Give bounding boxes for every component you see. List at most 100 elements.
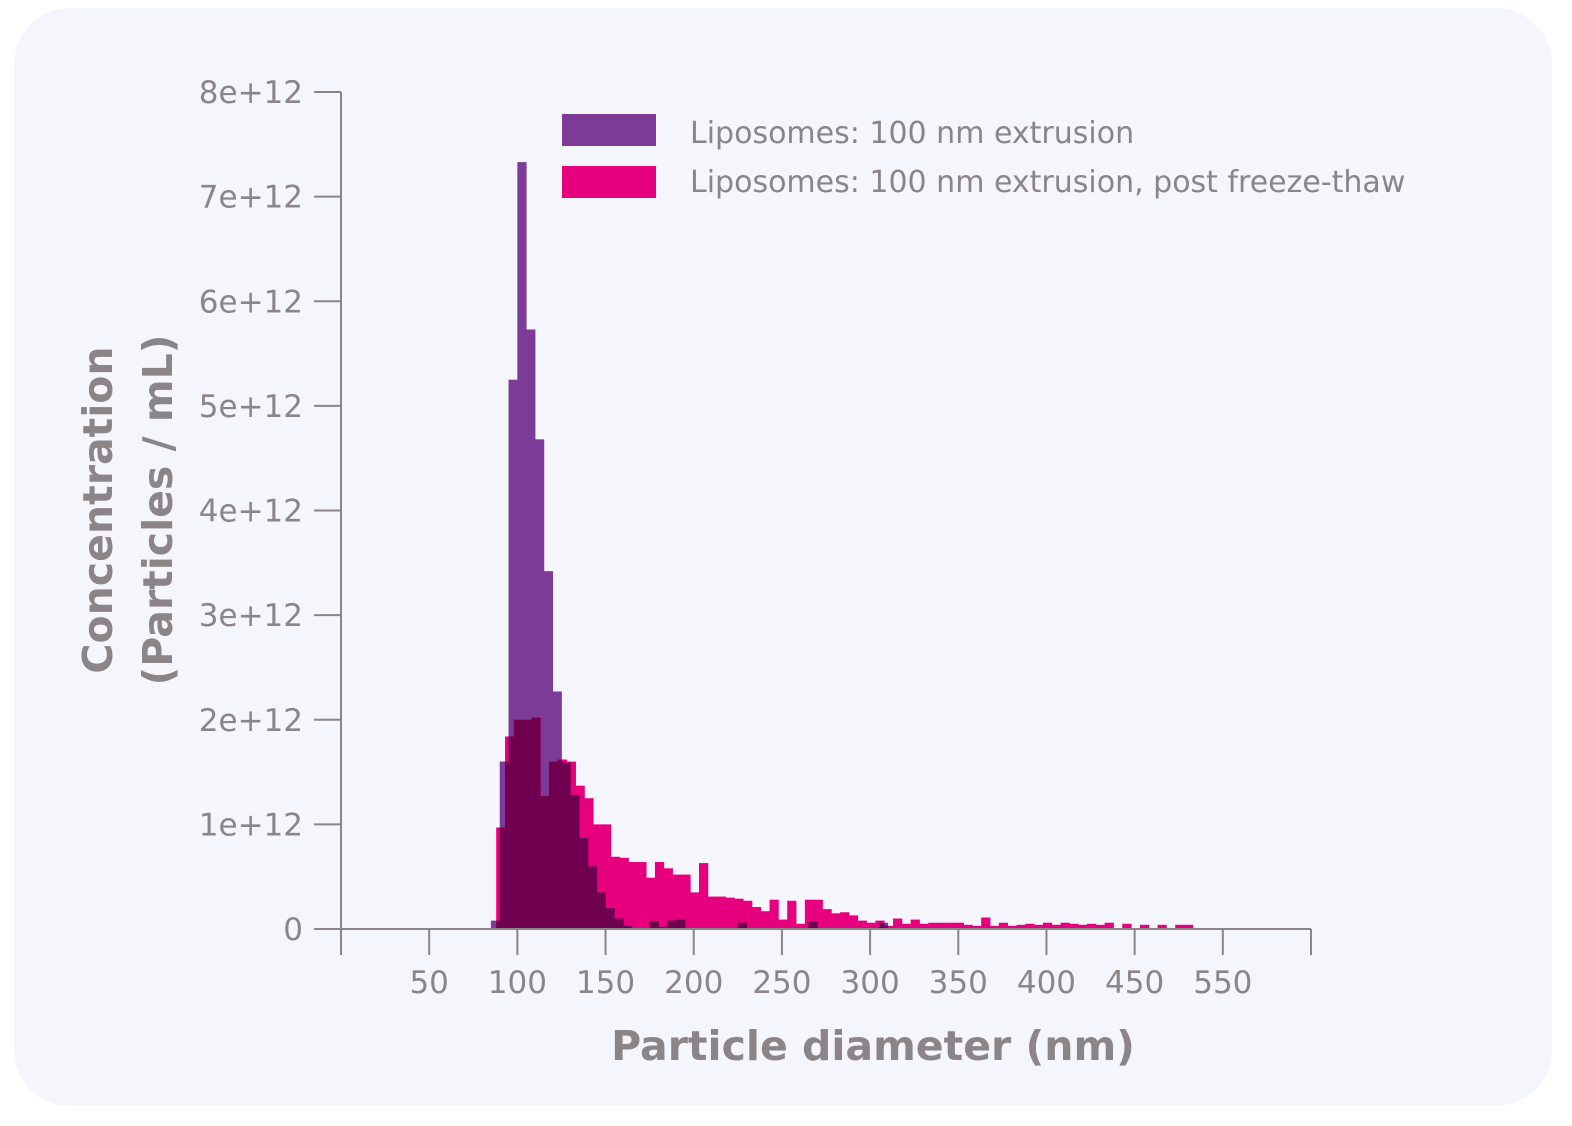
overlap-bars bbox=[496, 717, 889, 929]
legend-label-extrusion: Liposomes: 100 nm extrusion bbox=[690, 116, 1134, 151]
histogram-bar bbox=[1095, 924, 1106, 929]
y-axis-title-line1: Concentration bbox=[74, 346, 122, 673]
histogram-bar bbox=[796, 923, 806, 929]
overlap-bar bbox=[566, 762, 571, 929]
histogram-bar bbox=[919, 923, 929, 929]
overlap-bar bbox=[614, 918, 621, 929]
histogram-bar bbox=[848, 915, 859, 929]
overlap-bar bbox=[623, 925, 629, 929]
histogram-bar bbox=[690, 892, 700, 929]
histogram-bar bbox=[699, 863, 709, 929]
histogram-bar bbox=[1034, 924, 1044, 929]
histogram-bar bbox=[535, 439, 545, 929]
y-tick-label: 1e+12 bbox=[199, 807, 303, 843]
overlap-bar bbox=[540, 796, 545, 929]
histogram-bar bbox=[884, 925, 894, 929]
x-tick-label: 550 bbox=[1193, 965, 1252, 1001]
x-tick-label: 300 bbox=[841, 965, 900, 1001]
legend-swatch-extrusion bbox=[562, 114, 656, 146]
histogram-bar bbox=[760, 911, 770, 929]
histogram-bar bbox=[1139, 924, 1150, 929]
x-axis-ticks: 50 100 150 200 250 300 350 400 450 550 bbox=[340, 929, 1312, 1001]
histogram-bar bbox=[1157, 924, 1167, 929]
overlap-bar bbox=[561, 762, 568, 929]
histogram-bar bbox=[1025, 923, 1035, 929]
y-axis-title-line2: (Particles / mL) bbox=[134, 335, 182, 686]
histogram-bar bbox=[672, 874, 682, 929]
overlap-bar bbox=[654, 921, 659, 929]
overlap-bar bbox=[552, 761, 559, 929]
overlap-bar bbox=[549, 761, 554, 929]
histogram-bar bbox=[584, 798, 594, 929]
histogram-bar bbox=[778, 919, 788, 929]
legend: Liposomes: 100 nm extrusion Liposomes: 1… bbox=[562, 114, 1405, 200]
histogram-bar bbox=[857, 920, 867, 929]
overlap-bar bbox=[649, 921, 656, 929]
overlap-bar bbox=[681, 919, 686, 929]
histogram-bar bbox=[654, 862, 665, 929]
histogram-bar bbox=[831, 913, 841, 929]
overlap-bar bbox=[579, 837, 585, 929]
y-tick-label: 8e+12 bbox=[199, 75, 303, 111]
overlap-bar bbox=[808, 921, 815, 929]
histogram-bar bbox=[1051, 924, 1061, 929]
x-tick-label: 50 bbox=[409, 965, 448, 1001]
histogram-bar bbox=[1104, 922, 1114, 929]
histogram-bar bbox=[840, 912, 850, 929]
overlap-bar bbox=[619, 918, 624, 929]
histogram-bar bbox=[1016, 924, 1026, 929]
x-tick-label: 200 bbox=[664, 965, 723, 1001]
overlap-bar bbox=[535, 717, 541, 929]
x-tick-label: 250 bbox=[752, 965, 811, 1001]
overlap-bar bbox=[676, 919, 682, 929]
histogram-bar bbox=[901, 923, 912, 929]
histogram-bar bbox=[998, 922, 1009, 929]
histogram-bar bbox=[543, 571, 554, 929]
histogram-bar bbox=[945, 922, 956, 929]
y-axis-ticks: 0 1e+12 2e+12 3e+12 4e+12 5e+12 6e+12 7e+12 8e+1… bbox=[199, 75, 341, 948]
overlap-bar bbox=[605, 908, 612, 929]
overlap-bar bbox=[658, 926, 665, 929]
histogram-bar bbox=[1042, 922, 1053, 929]
legend-swatch-freeze-thaw bbox=[562, 166, 656, 198]
histogram-bar bbox=[743, 900, 753, 929]
overlap-bar bbox=[667, 920, 673, 929]
histogram-bar bbox=[804, 899, 815, 929]
overlap-bar bbox=[602, 892, 606, 929]
overlap-bar bbox=[813, 921, 818, 929]
overlap-bar bbox=[505, 761, 509, 929]
overlap-bar bbox=[557, 759, 562, 929]
overlap-bar bbox=[517, 719, 524, 929]
y-tick-label: 5e+12 bbox=[199, 389, 303, 425]
histogram-bar bbox=[813, 899, 823, 929]
histogram-bar bbox=[981, 917, 991, 929]
histogram-bar bbox=[517, 162, 527, 929]
histogram-bar bbox=[1087, 923, 1097, 929]
histogram-bar bbox=[787, 900, 797, 929]
histogram-bar bbox=[937, 922, 947, 929]
overlap-bar bbox=[743, 922, 748, 929]
overlap-bar bbox=[496, 920, 501, 929]
histogram-bar bbox=[628, 862, 638, 929]
overlap-bar bbox=[663, 926, 668, 929]
histogram-bar bbox=[954, 922, 964, 929]
overlap-bar bbox=[575, 795, 580, 929]
histogram-bar bbox=[593, 824, 603, 929]
overlap-bar bbox=[737, 922, 744, 929]
overlap-bar bbox=[610, 908, 615, 929]
overlap-bar bbox=[513, 719, 518, 929]
y-tick-label: 4e+12 bbox=[199, 494, 303, 530]
histogram-bar bbox=[734, 898, 744, 929]
overlap-bar bbox=[531, 717, 536, 929]
histogram-bar bbox=[972, 925, 982, 929]
histogram-bar bbox=[751, 907, 762, 929]
histogram-bar bbox=[663, 868, 673, 929]
histogram-bar bbox=[963, 924, 973, 929]
y-tick-label: 2e+12 bbox=[199, 703, 303, 739]
histogram-bar bbox=[893, 918, 903, 929]
overlap-bar bbox=[593, 866, 598, 929]
histogram-bar bbox=[646, 877, 656, 929]
histogram-bar bbox=[1078, 924, 1088, 929]
x-axis-title: Particle diameter (nm) bbox=[611, 1022, 1135, 1070]
x-tick-label: 150 bbox=[576, 965, 635, 1001]
